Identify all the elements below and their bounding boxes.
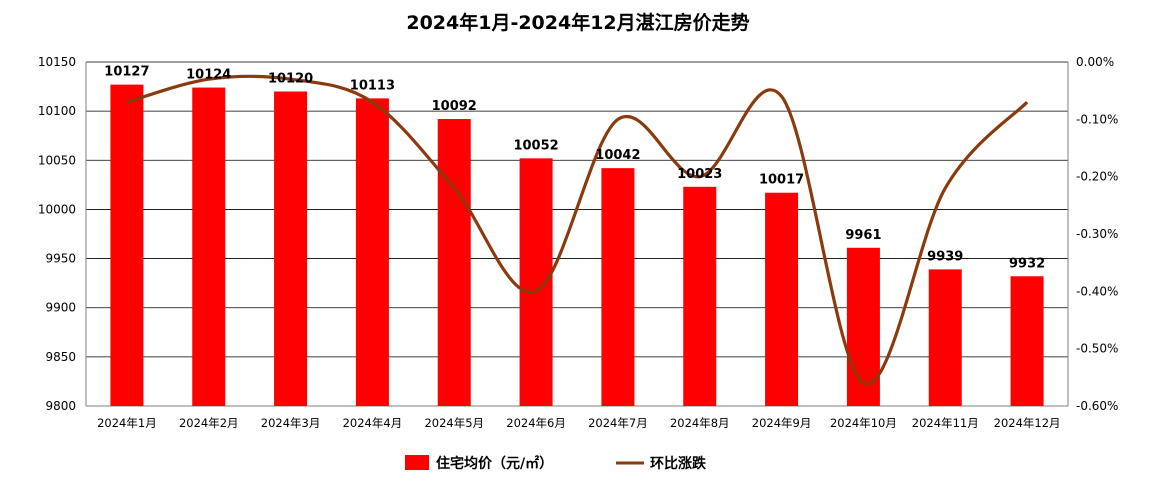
- x-tick-label: 2024年1月: [97, 416, 157, 430]
- bar: [1010, 276, 1044, 406]
- x-tick-label: 2024年12月: [994, 416, 1061, 430]
- y-left-tick-label: 10150: [38, 55, 76, 69]
- x-tick-label: 2024年4月: [343, 416, 403, 430]
- x-tick-label: 2024年8月: [670, 416, 730, 430]
- y-left-tick-label: 10000: [38, 202, 76, 216]
- y-right-tick-label: -0.10%: [1076, 112, 1118, 126]
- bar-series: [110, 84, 1044, 407]
- bar-data-label: 9961: [845, 228, 881, 243]
- y-right-tick-label: -0.50%: [1076, 342, 1118, 356]
- bar: [928, 269, 962, 406]
- bar-data-label: 10023: [677, 167, 722, 182]
- y-right-tick-label: 0.00%: [1076, 55, 1114, 69]
- x-axis: 2024年1月 2024年2月 2024年3月 2024年4月 2024年5月 2024年…: [97, 416, 1060, 430]
- y-right-tick-label: -0.30%: [1076, 227, 1118, 241]
- bar-data-label: 9932: [1009, 256, 1045, 271]
- data-labels: 10127 10124 10120 10113 10092 10052 10042 10023…: [104, 65, 1045, 272]
- bar-data-label: 10113: [350, 78, 395, 93]
- bar-data-label: 10042: [595, 148, 640, 163]
- y-right-tick-label: -0.20%: [1076, 170, 1118, 184]
- bar-data-label: 10017: [759, 173, 804, 188]
- x-tick-label: 2024年10月: [830, 416, 897, 430]
- x-tick-label: 2024年2月: [179, 416, 239, 430]
- y-left-tick-label: 10100: [38, 104, 76, 118]
- bar: [192, 87, 226, 406]
- bar-data-label: 10052: [513, 138, 558, 153]
- x-tick-label: 2024年7月: [588, 416, 648, 430]
- legend-swatch-bar: [405, 455, 429, 470]
- bar-data-label: 10120: [268, 71, 313, 86]
- y-left-tick-label: 9950: [45, 252, 76, 266]
- y-right-tick-label: -0.60%: [1076, 399, 1118, 413]
- line-series: [126, 74, 1029, 386]
- bar: [274, 91, 308, 406]
- bar: [355, 98, 389, 406]
- bar-data-label: 10127: [104, 65, 149, 80]
- y-left-tick-label: 9900: [45, 301, 76, 315]
- bar-data-label: 9939: [927, 249, 963, 264]
- bar: [765, 192, 799, 406]
- x-tick-label: 2024年3月: [261, 416, 321, 430]
- bar: [683, 186, 717, 406]
- y-axis-left: 9800 9850 9900 9950 10000 10050 10100 10150: [38, 55, 76, 413]
- bar: [601, 168, 635, 406]
- chart-title: 2024年1月-2024年12月湛江房价走势: [406, 11, 749, 34]
- legend: 住宅均价（元/㎡） 环比涨跌: [405, 455, 707, 472]
- y-axis-right: 0.00% -0.10% -0.20% -0.30% -0.40% -0.50% -0.60…: [1076, 55, 1118, 413]
- y-left-tick-label: 9850: [45, 350, 76, 364]
- legend-label-bar: 住宅均价（元/㎡）: [436, 455, 553, 472]
- x-tick-label: 2024年11月: [912, 416, 979, 430]
- bar-data-label: 10124: [186, 68, 231, 83]
- y-left-tick-label: 9800: [45, 399, 76, 413]
- x-tick-label: 2024年9月: [752, 416, 812, 430]
- grid-lines: [85, 61, 1069, 407]
- x-tick-label: 2024年6月: [506, 416, 566, 430]
- y-right-tick-label: -0.40%: [1076, 284, 1118, 298]
- bar-data-label: 10092: [432, 99, 477, 114]
- bar: [437, 119, 471, 407]
- y-left-tick-label: 10050: [38, 153, 76, 167]
- line-path: [126, 74, 1029, 386]
- bar: [110, 84, 144, 406]
- x-tick-label: 2024年5月: [424, 416, 484, 430]
- legend-label-line: 环比涨跌: [650, 455, 707, 472]
